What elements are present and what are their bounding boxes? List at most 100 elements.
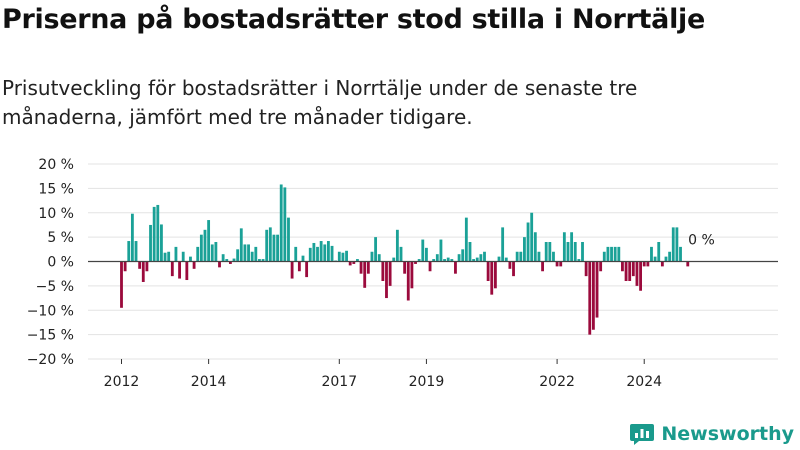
bar (530, 212, 534, 262)
bar (138, 261, 142, 269)
bar (628, 261, 632, 281)
bar (475, 257, 479, 262)
axes (88, 260, 778, 364)
bar (403, 261, 407, 274)
bar (276, 234, 279, 262)
bar (377, 254, 381, 262)
bar (443, 259, 446, 262)
bar (570, 232, 574, 262)
bar (356, 259, 359, 262)
bar (653, 256, 657, 262)
bar (247, 244, 250, 262)
bar (359, 261, 363, 274)
bar (533, 232, 537, 262)
bar (381, 261, 385, 281)
bar (370, 251, 374, 262)
bar (486, 261, 490, 281)
bar (141, 261, 145, 282)
x-tick-label: 2017 (321, 374, 357, 390)
bar (577, 259, 581, 262)
bar (120, 261, 123, 308)
bar (454, 261, 457, 274)
bar (134, 241, 138, 262)
bar (501, 227, 505, 262)
bar (297, 261, 301, 272)
bar (595, 261, 599, 318)
bars (120, 184, 690, 335)
bar (196, 246, 200, 262)
bar (326, 241, 330, 262)
bar (599, 261, 603, 272)
bar (156, 204, 160, 262)
bar (178, 261, 181, 279)
bar (272, 234, 276, 262)
bar (312, 242, 316, 262)
bar (686, 261, 690, 267)
bar (461, 249, 465, 262)
bar (210, 244, 214, 262)
bar (457, 254, 461, 262)
bar (207, 220, 211, 262)
bar (149, 224, 152, 262)
y-tick-label: 5 % (47, 230, 74, 246)
bar (621, 261, 624, 272)
bar (385, 261, 388, 299)
bar (562, 232, 566, 262)
newsworthy-logo: Newsworthy (629, 422, 794, 446)
bar (512, 261, 515, 277)
bar (258, 259, 261, 262)
bar (668, 251, 672, 262)
bar (548, 242, 552, 262)
bar (425, 247, 428, 262)
x-tick-label: 2024 (626, 374, 662, 390)
bar (660, 261, 664, 267)
bar (192, 261, 196, 269)
bar (399, 246, 403, 262)
bar (345, 250, 348, 262)
bar (203, 229, 207, 262)
bar (388, 261, 392, 286)
bar (279, 184, 283, 262)
bar (392, 257, 396, 262)
bar (294, 246, 298, 262)
bar (145, 261, 149, 272)
bar (301, 255, 305, 262)
bar (664, 256, 668, 262)
bar (675, 227, 679, 262)
bar (552, 251, 555, 262)
bar (588, 261, 592, 335)
bar (414, 261, 417, 264)
bar (283, 187, 287, 262)
bar (483, 251, 486, 262)
bar (261, 259, 265, 262)
bar (584, 261, 588, 277)
bar (348, 261, 352, 266)
bar (374, 237, 378, 262)
latest-value-label: 0 % (688, 233, 715, 249)
bar (160, 224, 163, 262)
bar (287, 217, 290, 262)
bar (650, 246, 653, 262)
bar (555, 261, 559, 267)
bar (152, 206, 156, 262)
bar (519, 251, 523, 262)
labels: 20 % 15 % 10 % 5 % 0 % −5 % −10 % −15 % −20 % 201… (27, 157, 715, 390)
bar (544, 242, 548, 262)
bar (265, 229, 269, 262)
bar (613, 246, 617, 262)
bar (639, 261, 642, 291)
bar (163, 252, 167, 262)
bar (523, 237, 526, 262)
y-tick-label: −20 % (27, 352, 74, 368)
bar (432, 259, 436, 262)
bar (490, 261, 494, 295)
bar (581, 242, 584, 262)
bar (410, 261, 414, 289)
bar (250, 251, 254, 262)
bar (127, 241, 131, 262)
bar (308, 247, 312, 262)
bar (421, 239, 425, 262)
bar (221, 254, 225, 262)
bar (417, 259, 421, 262)
